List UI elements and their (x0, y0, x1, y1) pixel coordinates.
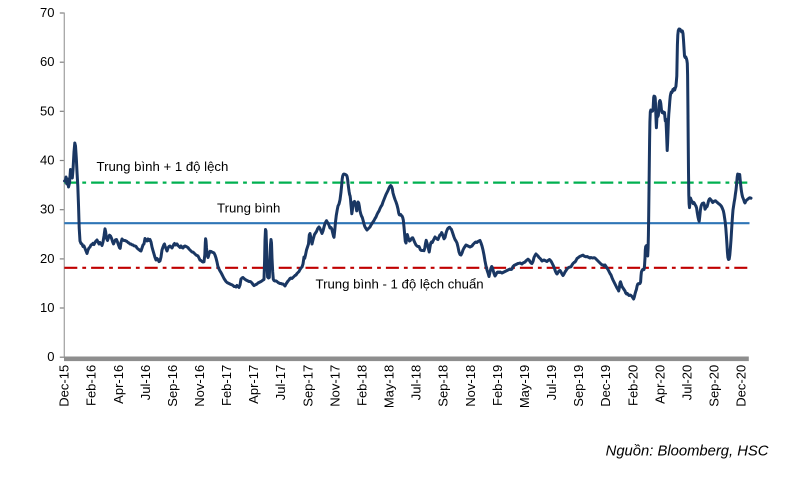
svg-text:Dec-15: Dec-15 (57, 365, 72, 407)
svg-text:Apr-17: Apr-17 (246, 365, 261, 404)
svg-text:Jul-19: Jul-19 (544, 365, 559, 400)
svg-text:May-18: May-18 (382, 365, 397, 408)
svg-text:70: 70 (40, 5, 54, 20)
svg-text:Sep-16: Sep-16 (165, 365, 180, 407)
svg-text:Dec-20: Dec-20 (734, 365, 749, 407)
svg-text:Feb-20: Feb-20 (625, 365, 640, 406)
svg-text:Trung bình: Trung bình (217, 201, 280, 216)
svg-text:10: 10 (40, 300, 54, 315)
svg-text:Trung bình + 1 độ lệch: Trung bình + 1 độ lệch (97, 159, 229, 174)
svg-text:Sep-18: Sep-18 (436, 365, 451, 407)
svg-text:20: 20 (40, 251, 54, 266)
svg-text:Sep-17: Sep-17 (300, 365, 315, 407)
svg-text:Nov-18: Nov-18 (463, 365, 478, 407)
svg-text:Jul-20: Jul-20 (679, 365, 694, 400)
svg-text:Feb-19: Feb-19 (490, 365, 505, 406)
svg-text:Dec-19: Dec-19 (598, 365, 613, 407)
svg-text:Jul-18: Jul-18 (409, 365, 424, 400)
svg-text:Feb-16: Feb-16 (84, 365, 99, 406)
svg-text:60: 60 (40, 54, 54, 69)
svg-text:30: 30 (40, 202, 54, 217)
svg-text:Jul-16: Jul-16 (138, 365, 153, 400)
svg-text:Apr-16: Apr-16 (111, 365, 126, 404)
svg-text:Apr-20: Apr-20 (652, 365, 667, 404)
svg-text:Jul-17: Jul-17 (273, 365, 288, 400)
svg-text:Nguồn: Bloomberg, HSC: Nguồn: Bloomberg, HSC (606, 444, 769, 460)
svg-text:Nov-17: Nov-17 (327, 365, 342, 407)
svg-text:Sep-19: Sep-19 (571, 365, 586, 407)
svg-text:Sep-20: Sep-20 (707, 365, 722, 407)
svg-text:0: 0 (47, 349, 54, 364)
svg-text:50: 50 (40, 103, 54, 118)
svg-text:Feb-18: Feb-18 (355, 365, 370, 406)
svg-text:May-19: May-19 (517, 365, 532, 408)
svg-text:40: 40 (40, 153, 54, 168)
svg-text:Feb-17: Feb-17 (219, 365, 234, 406)
svg-text:Nov-16: Nov-16 (192, 365, 207, 407)
svg-text:Trung bình - 1 độ lệch chuẩn: Trung bình - 1 độ lệch chuẩn (316, 277, 484, 292)
